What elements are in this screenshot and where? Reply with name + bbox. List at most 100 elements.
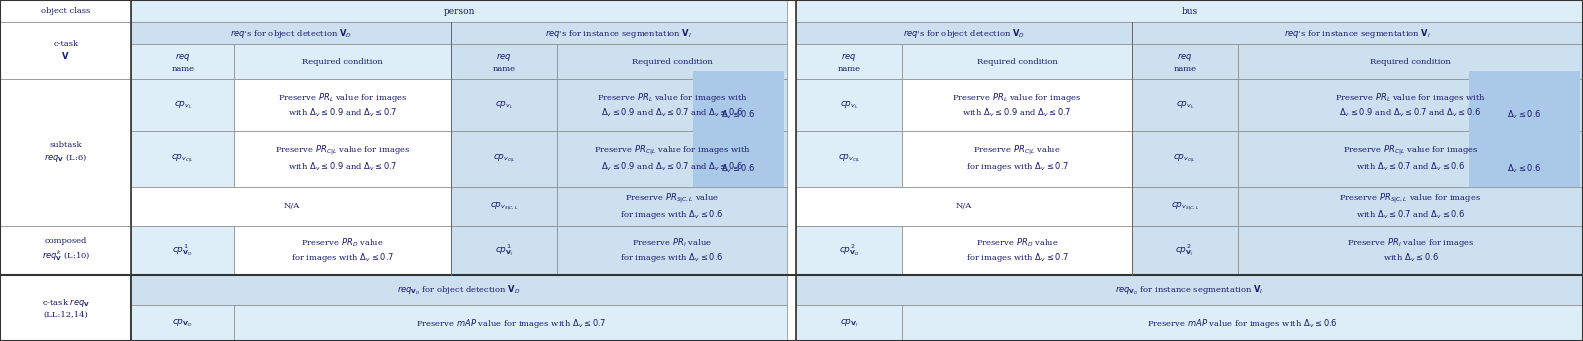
Text: $\it{req}$'s for instance segmentation $\mathbf{V}_I$: $\it{req}$'s for instance segmentation $…	[1284, 27, 1431, 40]
Bar	[1238, 131, 1583, 187]
Bar	[131, 0, 787, 22]
Bar	[0, 79, 131, 226]
Text: $cp_{v_{C|L}}$: $cp_{v_{C|L}}$	[171, 153, 195, 164]
Text: Preserve $\it{mAP}$ value for images with $\Delta_v \leq 0.7$: Preserve $\it{mAP}$ value for images wit…	[415, 316, 606, 330]
Text: $cp_{\mathbf{V}_D}$: $cp_{\mathbf{V}_D}$	[173, 317, 193, 329]
Text: N/A: N/A	[956, 202, 972, 210]
Bar	[234, 226, 451, 275]
Bar	[796, 0, 1583, 22]
Bar	[796, 131, 902, 187]
Bar	[902, 44, 1132, 79]
Bar	[1132, 44, 1238, 79]
Text: $\Delta_v \leq 0.6$: $\Delta_v \leq 0.6$	[722, 109, 755, 121]
Bar	[902, 131, 1132, 187]
Text: $cp^1_{\mathbf{V}_D}$: $cp^1_{\mathbf{V}_D}$	[173, 242, 193, 258]
Text: $cp_{v_{S|C,L}}$: $cp_{v_{S|C,L}}$	[1171, 201, 1198, 212]
Text: $cp_{v_{C|L}}$: $cp_{v_{C|L}}$	[1173, 153, 1197, 164]
Text: $cp_{v_{C|L}}$: $cp_{v_{C|L}}$	[492, 153, 516, 164]
Bar	[1238, 79, 1583, 131]
Bar	[131, 131, 234, 187]
Text: Preserve $\it{PR}_{C|L}$ value for images with
$\Delta_v \leq 0.9$ and $\Delta_v: Preserve $\it{PR}_{C|L}$ value for image…	[594, 144, 750, 173]
Text: Required condition: Required condition	[977, 58, 1057, 66]
Bar	[1238, 44, 1583, 79]
Text: subtask
$\it{req}_{\mathbf{V}}$ (L:6): subtask $\it{req}_{\mathbf{V}}$ (L:6)	[44, 142, 87, 164]
Text: $\it{req}$'s for instance segmentation $\mathbf{V}_I$: $\it{req}$'s for instance segmentation $…	[546, 27, 692, 40]
Bar	[796, 187, 1132, 226]
Bar	[234, 44, 451, 79]
Text: $cp^2_{\mathbf{V}_I}$: $cp^2_{\mathbf{V}_I}$	[1176, 242, 1194, 258]
Bar	[796, 44, 902, 79]
Text: $\it{req}$
name: $\it{req}$ name	[171, 51, 195, 73]
Bar	[234, 131, 451, 187]
Bar	[131, 305, 234, 341]
Bar	[1238, 226, 1583, 275]
Bar	[131, 275, 787, 305]
Bar	[796, 305, 902, 341]
Bar	[796, 22, 1132, 44]
Bar	[451, 187, 557, 226]
Bar	[451, 22, 787, 44]
Text: N/A: N/A	[283, 202, 299, 210]
Text: Preserve $\it{PR}_I$ value
for images with $\Delta_v \leq 0.6$: Preserve $\it{PR}_I$ value for images wi…	[621, 236, 723, 264]
Text: $\Delta_v \leq 0.6$: $\Delta_v \leq 0.6$	[1507, 109, 1542, 121]
Bar	[0, 22, 131, 79]
Bar	[557, 44, 787, 79]
Text: $cp_{\mathbf{V}_I}$: $cp_{\mathbf{V}_I}$	[841, 317, 858, 329]
Bar	[902, 305, 1583, 341]
Text: Preserve $\it{PR}_L$ value for images
with $\Delta_v \leq 0.9$ and $\Delta_v \le: Preserve $\it{PR}_L$ value for images wi…	[279, 91, 407, 119]
Text: bus: bus	[1181, 6, 1198, 16]
Bar	[557, 187, 787, 226]
Text: Preserve $\it{PR}_{C|L}$ value for images
with $\Delta_v \leq 0.9$ and $\Delta_v: Preserve $\it{PR}_{C|L}$ value for image…	[275, 144, 410, 173]
Text: $cp_{v_L}$: $cp_{v_L}$	[174, 99, 192, 110]
Text: Preserve $\it{PR}_{C|L}$ value
for images with $\Delta_v \leq 0.7$: Preserve $\it{PR}_{C|L}$ value for image…	[966, 144, 1069, 174]
Text: Required condition: Required condition	[1369, 58, 1452, 66]
Text: composed
$\it{req}_{\mathbf{V}}^k$ (L:10): composed $\it{req}_{\mathbf{V}}^k$ (L:10…	[41, 237, 90, 263]
Bar	[1469, 71, 1580, 139]
Text: $\it{req}$'s for object detection $\mathbf{V}_D$: $\it{req}$'s for object detection $\math…	[902, 27, 1026, 40]
Text: Preserve $\it{PR}_L$ value for images
with $\Delta_v \leq 0.9$ and $\Delta_v \le: Preserve $\it{PR}_L$ value for images wi…	[953, 91, 1081, 119]
Text: Preserve $\it{mAP}$ value for images with $\Delta_v \leq 0.6$: Preserve $\it{mAP}$ value for images wit…	[1148, 316, 1338, 330]
Bar	[234, 79, 451, 131]
Text: Required condition: Required condition	[632, 58, 712, 66]
Bar	[557, 226, 787, 275]
Bar	[693, 71, 784, 139]
Bar	[1132, 79, 1238, 131]
Text: Preserve $\it{PR}_I$ value for images
with $\Delta_v \leq 0.6$: Preserve $\it{PR}_I$ value for images wi…	[1347, 236, 1474, 264]
Text: Preserve $\it{PR}_{C|L}$ value for images
with $\Delta_v \leq 0.7$ and $\Delta_v: Preserve $\it{PR}_{C|L}$ value for image…	[1342, 144, 1479, 173]
Bar	[1238, 187, 1583, 226]
Text: c-task
$\mathbf{V}$: c-task $\mathbf{V}$	[54, 40, 78, 61]
Text: $\it{req}$
name: $\it{req}$ name	[492, 51, 516, 73]
Text: $\Delta_v \leq 0.6$: $\Delta_v \leq 0.6$	[1507, 163, 1542, 175]
Bar	[796, 79, 902, 131]
Bar	[451, 79, 557, 131]
Bar	[902, 79, 1132, 131]
Text: person: person	[443, 6, 475, 16]
Bar	[1132, 187, 1238, 226]
Bar	[557, 131, 787, 187]
Text: $\it{req}$
name: $\it{req}$ name	[1173, 51, 1197, 73]
Bar	[131, 226, 234, 275]
Bar	[131, 79, 234, 131]
Text: $cp^1_{\mathbf{V}_I}$: $cp^1_{\mathbf{V}_I}$	[495, 242, 513, 258]
Text: $cp_{v_L}$: $cp_{v_L}$	[495, 99, 513, 110]
Text: $cp_{v_{C|L}}$: $cp_{v_{C|L}}$	[837, 153, 861, 164]
Bar	[1132, 131, 1238, 187]
Bar	[451, 226, 557, 275]
Text: $\it{req}$'s for object detection $\mathbf{V}_D$: $\it{req}$'s for object detection $\math…	[230, 27, 353, 40]
Text: $cp^2_{\mathbf{V}_D}$: $cp^2_{\mathbf{V}_D}$	[839, 242, 860, 258]
Bar	[451, 44, 557, 79]
Text: Required condition: Required condition	[302, 58, 383, 66]
Text: $\it{req}_{\mathbf{V}_D}$ for instance segmentation $\mathbf{V}_I$: $\it{req}_{\mathbf{V}_D}$ for instance s…	[1116, 283, 1263, 297]
Bar	[0, 0, 131, 22]
Bar	[131, 44, 234, 79]
Bar	[1132, 22, 1583, 44]
Text: Preserve $\it{PR}_{S|C,L}$ value for images
with $\Delta_v \leq 0.7$ and $\Delta: Preserve $\it{PR}_{S|C,L}$ value for ima…	[1339, 192, 1482, 221]
Bar	[693, 122, 784, 195]
Text: $cp_{v_L}$: $cp_{v_L}$	[1176, 99, 1194, 110]
Text: $\it{req}$
name: $\it{req}$ name	[837, 51, 861, 73]
Bar	[1132, 226, 1238, 275]
Bar	[796, 275, 1583, 305]
Text: $cp_{v_L}$: $cp_{v_L}$	[841, 99, 858, 110]
Bar	[557, 79, 787, 131]
Bar	[796, 226, 902, 275]
